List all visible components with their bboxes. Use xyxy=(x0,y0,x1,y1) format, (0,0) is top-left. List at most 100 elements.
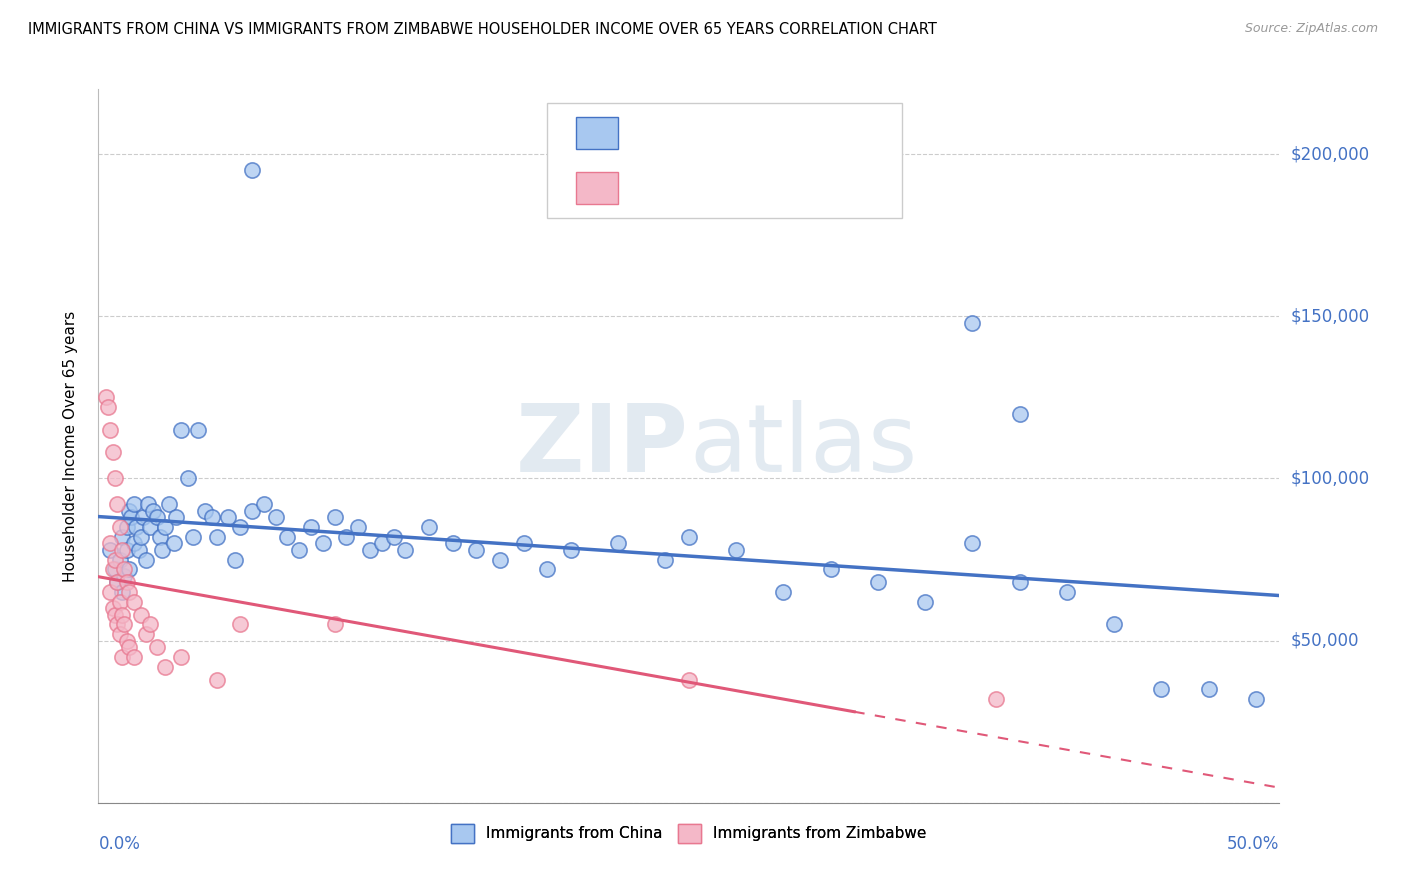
Point xyxy=(111,542,134,557)
Point xyxy=(128,542,150,557)
Point xyxy=(240,163,263,178)
Point xyxy=(112,617,135,632)
Point xyxy=(820,562,842,576)
Point xyxy=(962,536,984,550)
Point xyxy=(122,497,145,511)
Point xyxy=(118,585,141,599)
Point xyxy=(1244,692,1267,706)
Point xyxy=(359,542,381,557)
Text: $100,000: $100,000 xyxy=(1291,469,1369,487)
Point xyxy=(111,530,134,544)
Point xyxy=(112,562,135,576)
Point xyxy=(165,510,187,524)
Point xyxy=(866,575,889,590)
Point xyxy=(101,562,124,576)
Point xyxy=(149,530,172,544)
Point xyxy=(512,536,534,550)
Point xyxy=(111,585,134,599)
Point xyxy=(104,552,127,566)
Point xyxy=(139,520,162,534)
Text: ZIP: ZIP xyxy=(516,400,689,492)
Point xyxy=(105,497,128,511)
Point xyxy=(177,471,200,485)
Point xyxy=(772,585,794,599)
Point xyxy=(217,510,239,524)
Point xyxy=(1008,575,1031,590)
Point xyxy=(98,585,121,599)
Point xyxy=(146,510,169,524)
Point xyxy=(122,595,145,609)
Point xyxy=(108,627,131,641)
Point xyxy=(129,607,152,622)
Point xyxy=(115,520,138,534)
Point xyxy=(288,542,311,557)
Y-axis label: Householder Income Over 65 years: Householder Income Over 65 years xyxy=(63,310,77,582)
Point xyxy=(382,530,405,544)
Point xyxy=(205,530,228,544)
Point xyxy=(94,390,117,404)
Point xyxy=(112,568,135,582)
Point xyxy=(335,530,357,544)
Point xyxy=(1102,617,1125,632)
Point xyxy=(146,640,169,654)
Point xyxy=(115,575,138,590)
Point xyxy=(132,510,155,524)
Point xyxy=(108,552,131,566)
Point xyxy=(108,520,131,534)
Point xyxy=(654,552,676,566)
Point xyxy=(157,497,180,511)
Text: $150,000: $150,000 xyxy=(1291,307,1369,326)
Point xyxy=(142,504,165,518)
Point xyxy=(229,617,252,632)
Point xyxy=(194,504,217,518)
Point xyxy=(276,530,298,544)
Point xyxy=(394,542,416,557)
Point xyxy=(914,595,936,609)
Point xyxy=(118,504,141,518)
Point xyxy=(323,510,346,524)
Point xyxy=(135,627,157,641)
Point xyxy=(104,607,127,622)
Point xyxy=(163,536,186,550)
Point xyxy=(264,510,287,524)
Point xyxy=(962,316,984,330)
Point xyxy=(105,575,128,590)
Point xyxy=(205,673,228,687)
Point xyxy=(181,530,204,544)
Point xyxy=(1150,682,1173,697)
Point xyxy=(101,601,124,615)
Point xyxy=(98,542,121,557)
Point xyxy=(105,617,128,632)
Point xyxy=(725,542,748,557)
Point xyxy=(170,649,193,664)
Point xyxy=(104,562,127,576)
Point xyxy=(536,562,558,576)
Text: IMMIGRANTS FROM CHINA VS IMMIGRANTS FROM ZIMBABWE HOUSEHOLDER INCOME OVER 65 YEA: IMMIGRANTS FROM CHINA VS IMMIGRANTS FROM… xyxy=(28,22,936,37)
Text: atlas: atlas xyxy=(689,400,917,492)
Point xyxy=(97,400,120,414)
Point xyxy=(135,552,157,566)
Point xyxy=(105,575,128,590)
Point xyxy=(465,542,488,557)
Point xyxy=(224,552,246,566)
Point xyxy=(984,692,1007,706)
Point xyxy=(98,536,121,550)
Point xyxy=(253,497,276,511)
Point xyxy=(240,504,263,518)
Point xyxy=(153,659,176,673)
Point xyxy=(139,617,162,632)
Point xyxy=(441,536,464,550)
Point xyxy=(323,617,346,632)
Point xyxy=(371,536,394,550)
Point xyxy=(121,510,143,524)
Text: $200,000: $200,000 xyxy=(1291,145,1369,163)
Point xyxy=(108,595,131,609)
Point xyxy=(122,536,145,550)
Point xyxy=(678,673,700,687)
Point xyxy=(418,520,440,534)
Point xyxy=(150,542,173,557)
Point xyxy=(111,649,134,664)
Text: 50.0%: 50.0% xyxy=(1227,835,1279,853)
Point xyxy=(122,649,145,664)
Point xyxy=(678,530,700,544)
